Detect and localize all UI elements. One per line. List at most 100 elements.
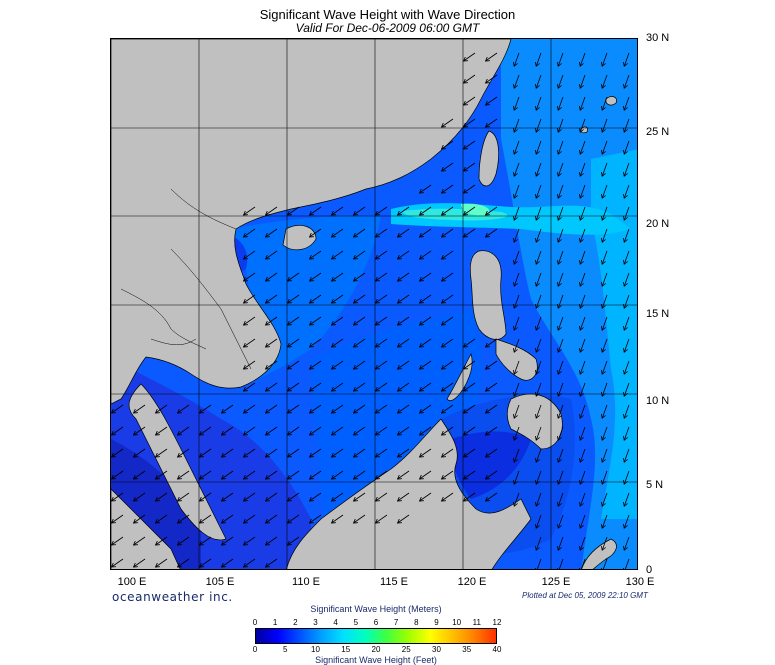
wave-direction-arrow: [624, 96, 630, 110]
wave-direction-arrow: [580, 118, 586, 132]
legend-tick-meters: 2: [293, 618, 298, 627]
wave-direction-arrow: [536, 338, 542, 352]
wave-direction-arrow: [580, 228, 586, 242]
wave-direction-arrow: [398, 294, 410, 303]
wave-direction-arrow: [602, 140, 608, 154]
wave-direction-arrow: [420, 228, 432, 237]
wave-direction-arrow: [332, 360, 344, 369]
wave-direction-arrow: [310, 426, 322, 435]
wave-direction-arrow: [134, 404, 146, 413]
wave-direction-arrow: [332, 448, 344, 457]
wave-direction-arrow: [536, 140, 542, 154]
wave-direction-arrow: [244, 558, 256, 567]
wave-direction-arrow: [536, 206, 542, 220]
lat-label-0: 0: [646, 564, 653, 576]
wave-direction-arrow: [624, 272, 630, 286]
wave-direction-arrow: [376, 514, 388, 523]
wave-direction-arrow: [514, 404, 520, 418]
wave-direction-arrow: [266, 426, 278, 435]
wave-direction-arrow: [354, 294, 366, 303]
wave-direction-arrow: [134, 514, 146, 523]
lon-label-120e: 120 E: [457, 576, 487, 588]
wave-direction-arrow: [420, 272, 432, 281]
wave-direction-arrow: [442, 250, 454, 259]
wave-direction-arrow: [376, 228, 388, 237]
wave-direction-arrow: [602, 360, 608, 374]
wave-direction-arrow: [244, 360, 256, 369]
wave-direction-arrow: [354, 426, 366, 435]
legend-title-feet: Significant Wave Height (Feet): [315, 655, 437, 665]
wave-direction-arrow: [536, 470, 542, 484]
wave-direction-arrow: [134, 426, 146, 435]
lon-label-110e: 110 E: [292, 576, 320, 588]
wave-direction-arrow: [244, 404, 256, 413]
wave-direction-arrow: [514, 360, 520, 374]
wave-direction-arrow: [442, 404, 454, 413]
wave-direction-arrow: [222, 536, 234, 545]
wave-direction-arrow: [580, 52, 586, 66]
wave-direction-arrow: [514, 118, 520, 132]
wave-direction-arrow: [354, 206, 366, 215]
wave-direction-arrow: [486, 448, 498, 457]
wave-direction-arrow: [420, 448, 432, 457]
wave-direction-arrow: [558, 206, 564, 220]
wave-direction-arrow: [178, 426, 190, 435]
wave-direction-arrow: [288, 360, 300, 369]
wave-direction-arrow: [420, 206, 432, 215]
wave-direction-arrow: [376, 492, 388, 501]
wave-direction-arrow: [244, 294, 256, 303]
legend-tick-meters: 0: [252, 618, 258, 627]
wave-direction-arrow: [580, 558, 586, 569]
wave-direction-arrow: [580, 272, 586, 286]
wave-direction-arrow: [288, 316, 300, 325]
wave-direction-arrow: [580, 140, 586, 154]
wave-direction-arrow: [464, 470, 476, 479]
wave-direction-arrow: [624, 514, 630, 528]
wave-direction-arrow: [536, 52, 542, 66]
wave-direction-arrow: [420, 316, 432, 325]
wave-direction-arrow: [376, 404, 388, 413]
wave-direction-arrow: [536, 426, 542, 440]
wave-direction-arrow: [244, 382, 256, 391]
wave-direction-arrow: [244, 316, 256, 325]
legend-tick-feet: 25: [401, 645, 411, 654]
wave-direction-arrow: [310, 272, 322, 281]
wave-direction-arrow: [464, 162, 476, 171]
wave-direction-arrow: [266, 492, 278, 501]
wave-direction-arrow: [376, 360, 388, 369]
wave-direction-arrow: [310, 360, 322, 369]
wave-direction-arrow: [200, 426, 212, 435]
wave-direction-arrow: [536, 96, 542, 110]
chart-subtitle: Valid For Dec-06-2009 06:00 GMT: [295, 21, 480, 35]
wave-direction-arrow: [200, 404, 212, 413]
wave-direction-arrow: [514, 206, 520, 220]
wave-direction-arrow: [464, 338, 476, 347]
wave-direction-arrow: [514, 250, 520, 264]
wave-direction-arrow: [536, 228, 542, 242]
wave-direction-arrow: [442, 228, 454, 237]
wave-direction-arrow: [354, 250, 366, 259]
wave-direction-arrow: [514, 162, 520, 176]
wave-direction-arrow: [464, 52, 476, 61]
wave-direction-arrow: [602, 206, 608, 220]
legend-tick-feet: 20: [371, 645, 381, 654]
wave-direction-arrow: [624, 426, 630, 440]
wave-direction-arrow: [332, 294, 344, 303]
wave-direction-arrow: [580, 404, 586, 418]
wave-direction-arrow: [332, 316, 344, 325]
wave-direction-arrow: [624, 228, 630, 242]
wave-direction-arrow: [486, 426, 498, 435]
wave-direction-arrow: [442, 140, 454, 149]
wave-direction-arrow: [536, 316, 542, 330]
wave-direction-arrow: [624, 250, 630, 264]
wave-direction-arrow: [442, 294, 454, 303]
legend-tick-meters: 9: [434, 618, 439, 627]
wave-direction-arrow: [354, 492, 366, 501]
wave-direction-arrow: [602, 316, 608, 330]
wave-direction-arrow: [310, 228, 322, 237]
legend-tick-feet: 40: [492, 645, 502, 654]
wave-direction-arrow: [602, 492, 608, 506]
wave-direction-arrow: [332, 272, 344, 281]
wave-direction-arrow: [624, 470, 630, 484]
wave-direction-arrow: [558, 426, 564, 440]
